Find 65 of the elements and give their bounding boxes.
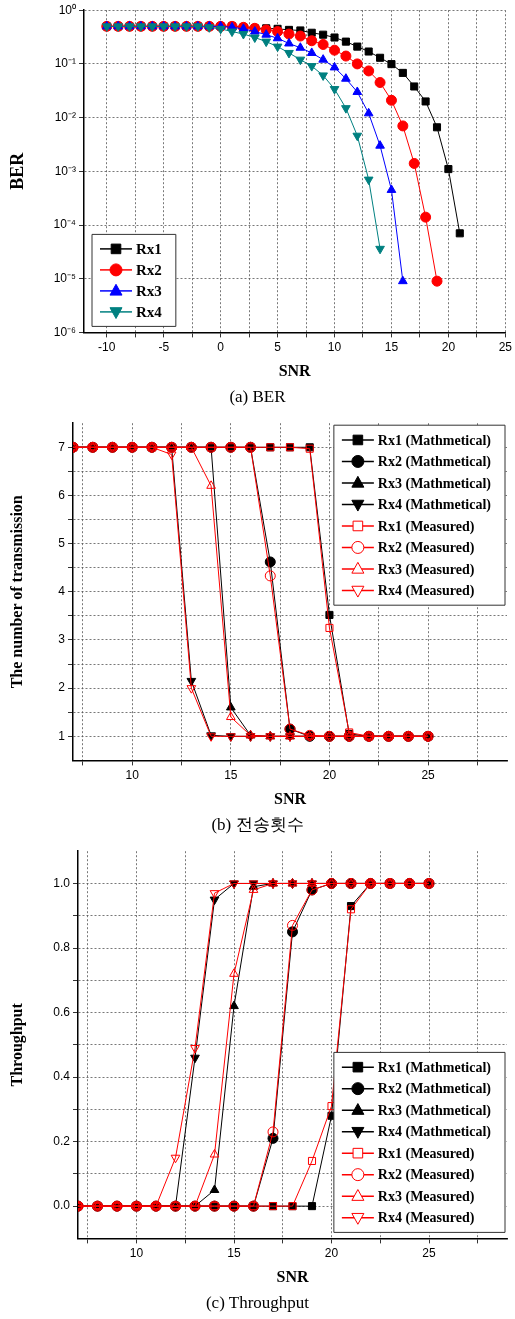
legend-label: Rx4 (Mathmetical) [377,497,492,514]
legend-label: Rx1 [136,240,162,257]
y-tick-label: 6 [58,487,66,502]
legend-label: Rx2 (Mathmetical) [377,1081,492,1098]
x-tick-label: 15 [384,339,399,354]
x-axis-title: SNR [278,361,312,379]
legend-label: Rx4 (Mathmetical) [377,1124,492,1141]
legend-label: Rx2 (Measured) [377,1167,475,1184]
legend-label: Rx2 [136,261,162,278]
y-tick-label: 4 [58,584,66,599]
x-tick-label: 20 [441,339,456,354]
y-tick-label: 1 [58,728,66,743]
legend-label: Rx3 (Measured) [377,561,475,578]
y-tick-label: 10⁻² [54,109,76,124]
y-tick-label: 0.4 [53,1069,71,1084]
x-tick-label: -5 [158,339,170,354]
legend-label: Rx1 (Mathmetical) [377,432,492,449]
text: (b) 전송횟수 [210,814,305,836]
y-tick-label: 7 [58,439,66,454]
y-axis-title: BER [7,151,28,190]
x-tick-label: 25 [498,339,513,354]
y-axis-title: Throughput [7,1002,26,1087]
x-tick-label: 20 [322,767,337,782]
legend-label: Rx3 (Measured) [377,1188,475,1205]
x-axis-title: SNR [273,789,307,807]
y-tick-label: 0.0 [53,1198,71,1213]
legend-label: Rx3 (Mathmetical) [377,475,492,492]
legend-label: Rx1 (Mathmetical) [377,1059,492,1076]
legend-label: Rx1 (Measured) [377,1145,475,1162]
y-tick-label: 0.6 [53,1004,71,1019]
legend-label: Rx3 (Mathmetical) [377,1102,492,1119]
legend-label: Rx4 [136,303,163,320]
y-tick-label: 10⁻⁵ [53,271,77,286]
text: (a) BER [228,386,287,408]
y-tick-label: 0.2 [53,1133,71,1148]
legend-label: Rx2 (Measured) [377,540,475,557]
legend-label: Rx4 (Measured) [377,583,475,600]
legend-label: Rx1 (Measured) [377,518,475,535]
x-tick-label: 15 [224,767,238,782]
x-tick-label: 10 [129,1245,144,1260]
legend-label: Rx4 (Measured) [377,1210,475,1227]
y-tick-label: 2 [58,680,66,695]
legend-label: Rx2 (Mathmetical) [377,454,492,471]
y-tick-label: 10⁻⁴ [53,217,76,232]
x-tick-label: 0 [217,339,225,354]
x-axis-title: SNR [276,1267,309,1285]
x-tick-label: -10 [98,339,116,354]
x-tick-label: 25 [421,767,436,782]
x-tick-label: 5 [274,339,282,354]
text: (c) Throughput [204,1292,311,1314]
x-tick-label: 10 [327,339,342,354]
x-tick-label: 20 [324,1245,339,1260]
y-tick-label: 5 [58,535,66,550]
legend-label: Rx3 [136,282,162,299]
y-tick-label: 0.8 [53,940,71,955]
y-tick-label: 3 [58,632,66,647]
y-tick-label: 1.0 [53,875,71,890]
x-tick-label: 15 [227,1245,241,1260]
x-tick-label: 10 [125,767,140,782]
y-tick-label: 10⁰ [58,2,76,17]
y-tick-label: 10⁻⁶ [53,324,77,339]
y-axis-title: The number of transmission [7,495,25,689]
y-tick-label: 10⁻³ [54,163,76,178]
x-tick-label: 25 [422,1245,436,1260]
y-tick-label: 10⁻¹ [54,56,76,71]
